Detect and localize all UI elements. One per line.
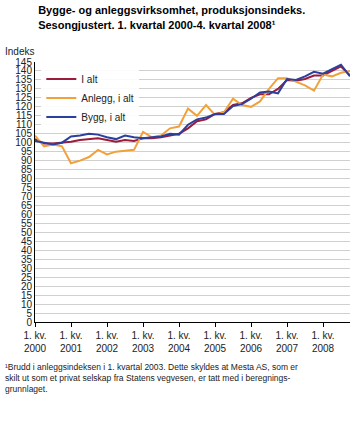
svg-text:110: 110 [16,119,32,130]
svg-text:5: 5 [26,308,32,319]
svg-text:95: 95 [21,146,33,157]
svg-text:120: 120 [15,101,32,112]
svg-text:1. kv.2005: 1. kv.2005 [203,330,226,354]
svg-text:55: 55 [21,218,33,229]
svg-text:130: 130 [15,83,32,94]
svg-text:30: 30 [21,263,33,274]
svg-text:1. kv.2001: 1. kv.2001 [59,330,82,354]
svg-text:Bygge- og anleggsvirksomhet, p: Bygge- og anleggsvirksomhet, produksjons… [38,4,305,30]
svg-text:125: 125 [15,92,32,103]
svg-text:115: 115 [16,110,32,121]
svg-text:1. kv.2008: 1. kv.2008 [311,330,334,354]
svg-text:145: 145 [15,57,32,68]
svg-text:45: 45 [21,236,33,247]
svg-text:140: 140 [15,65,32,76]
svg-text:105: 105 [15,128,32,139]
svg-text:1. kv.2007: 1. kv.2007 [275,330,298,354]
svg-text:100: 100 [15,137,32,148]
svg-text:1. kv.2000: 1. kv.2000 [23,330,46,354]
svg-text:65: 65 [21,200,33,211]
svg-text:135: 135 [15,74,32,85]
svg-text:60: 60 [21,209,33,220]
svg-text:1. kv.2003: 1. kv.2003 [131,330,154,354]
svg-text:70: 70 [21,191,33,202]
svg-text:Anlegg, i alt: Anlegg, i alt [81,93,133,104]
svg-text:75: 75 [21,182,33,193]
svg-text:25: 25 [21,272,33,283]
svg-text:I alt: I alt [81,74,97,85]
svg-text:85: 85 [21,164,33,175]
svg-text:10: 10 [21,299,33,310]
svg-text:1. kv.2004: 1. kv.2004 [167,330,190,354]
svg-text:1. kv.2006: 1. kv.2006 [239,330,262,354]
svg-text:40: 40 [21,245,33,256]
svg-text:15: 15 [21,290,33,301]
svg-text:90: 90 [21,155,33,166]
svg-text:¹Brudd i anleggsindeksen i 1.: ¹Brudd i anleggsindeksen i 1. kvartal 20… [5,362,298,394]
svg-text:20: 20 [21,281,33,292]
svg-text:0: 0 [26,317,32,328]
svg-text:Bygg, i alt: Bygg, i alt [81,112,125,123]
svg-text:35: 35 [21,254,33,265]
svg-text:1. kv.2002: 1. kv.2002 [95,330,118,354]
svg-text:80: 80 [21,173,33,184]
svg-text:50: 50 [21,227,33,238]
svg-text:Indeks: Indeks [5,46,34,57]
